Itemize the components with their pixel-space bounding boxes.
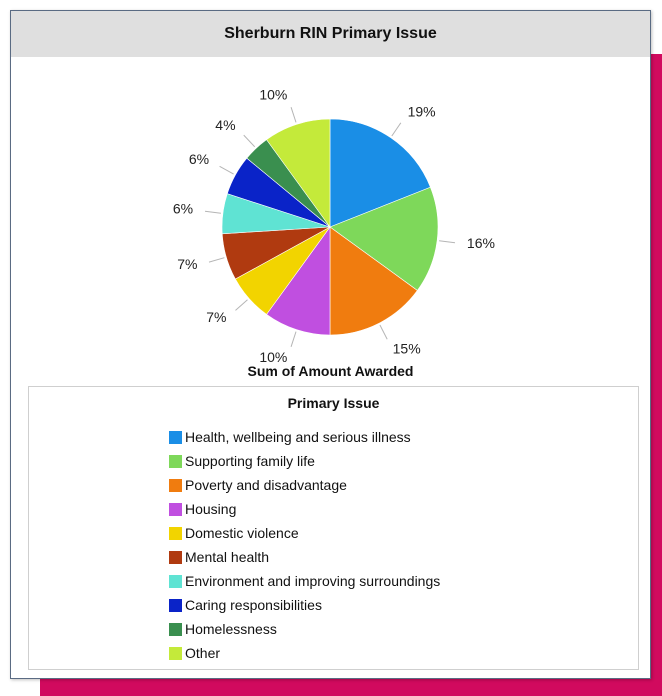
legend-swatch <box>169 478 182 492</box>
legend-swatch <box>169 430 182 444</box>
data-label-9: 10% <box>259 86 287 102</box>
leader-line-7 <box>219 165 234 175</box>
data-label-0: 19% <box>408 104 436 120</box>
leader-line-5 <box>208 257 225 263</box>
legend-item[interactable]: Housing <box>169 497 440 521</box>
pie-slice-9[interactable] <box>266 118 331 228</box>
legend-list: Health, wellbeing and serious illness Sup… <box>169 425 440 665</box>
legend-item[interactable]: Homelessness <box>169 617 440 641</box>
data-label-3: 10% <box>259 349 287 363</box>
legend: Primary Issue Health, wellbeing and seri… <box>28 386 639 670</box>
legend-label: Homelessness <box>185 621 277 637</box>
legend-item[interactable]: Environment and improving surroundings <box>169 569 440 593</box>
data-label-1: 16% <box>467 235 495 251</box>
legend-swatch <box>169 598 182 612</box>
pie-slice-1[interactable] <box>329 186 439 291</box>
data-label-4: 7% <box>206 309 226 325</box>
legend-swatch <box>169 502 182 516</box>
data-label-8: 4% <box>215 117 235 133</box>
legend-item[interactable]: Supporting family life <box>169 449 440 473</box>
leader-line-9 <box>290 107 297 123</box>
legend-item[interactable]: Poverty and disadvantage <box>169 473 440 497</box>
legend-label: Supporting family life <box>185 453 315 469</box>
legend-label: Caring responsibilities <box>185 597 322 613</box>
legend-title: Primary Issue <box>287 395 380 411</box>
leader-line-4 <box>235 299 248 311</box>
legend-swatch <box>169 526 182 540</box>
legend-label: Poverty and disadvantage <box>185 477 347 493</box>
legend-swatch <box>169 454 182 468</box>
measure-label: Sum of Amount Awarded <box>247 363 414 379</box>
legend-item[interactable]: Health, wellbeing and serious illness <box>169 425 440 449</box>
chart-title: Sherburn RIN Primary Issue <box>11 11 650 57</box>
pie-slice-2[interactable] <box>329 226 418 336</box>
legend-item[interactable]: Domestic violence <box>169 521 440 545</box>
leader-line-2 <box>379 324 388 340</box>
legend-label: Other <box>185 645 221 661</box>
legend-label: Health, wellbeing and serious illness <box>185 429 411 445</box>
legend-swatch <box>169 550 182 564</box>
legend-item[interactable]: Caring responsibilities <box>169 593 440 617</box>
legend-swatch <box>169 646 182 660</box>
legend-label: Environment and improving surroundings <box>185 573 441 589</box>
legend-label: Mental health <box>185 549 270 565</box>
chart-card: Sherburn RIN Primary Issue 19% 16% 15% 10% 7… <box>10 10 651 679</box>
leader-line-1 <box>439 240 456 244</box>
leader-line-8 <box>243 134 256 148</box>
leader-line-3 <box>290 331 297 347</box>
legend-label: Domestic violence <box>185 525 299 541</box>
leader-line-0 <box>391 122 402 137</box>
legend-label: Housing <box>185 501 237 517</box>
data-label-6: 6% <box>173 200 193 216</box>
legend-swatch <box>169 622 182 636</box>
legend-swatch <box>169 574 182 588</box>
pie-chart: 19% 16% 15% 10% 7% 7% 6% 6% 4% 10% <box>173 86 495 363</box>
data-label-7: 6% <box>189 151 209 167</box>
leader-line-6 <box>204 210 221 214</box>
legend-item[interactable]: Other <box>169 641 440 665</box>
data-label-2: 15% <box>393 341 421 357</box>
legend-item[interactable]: Mental health <box>169 545 440 569</box>
data-label-5: 7% <box>177 256 197 272</box>
pie-slice-0[interactable] <box>329 118 431 228</box>
